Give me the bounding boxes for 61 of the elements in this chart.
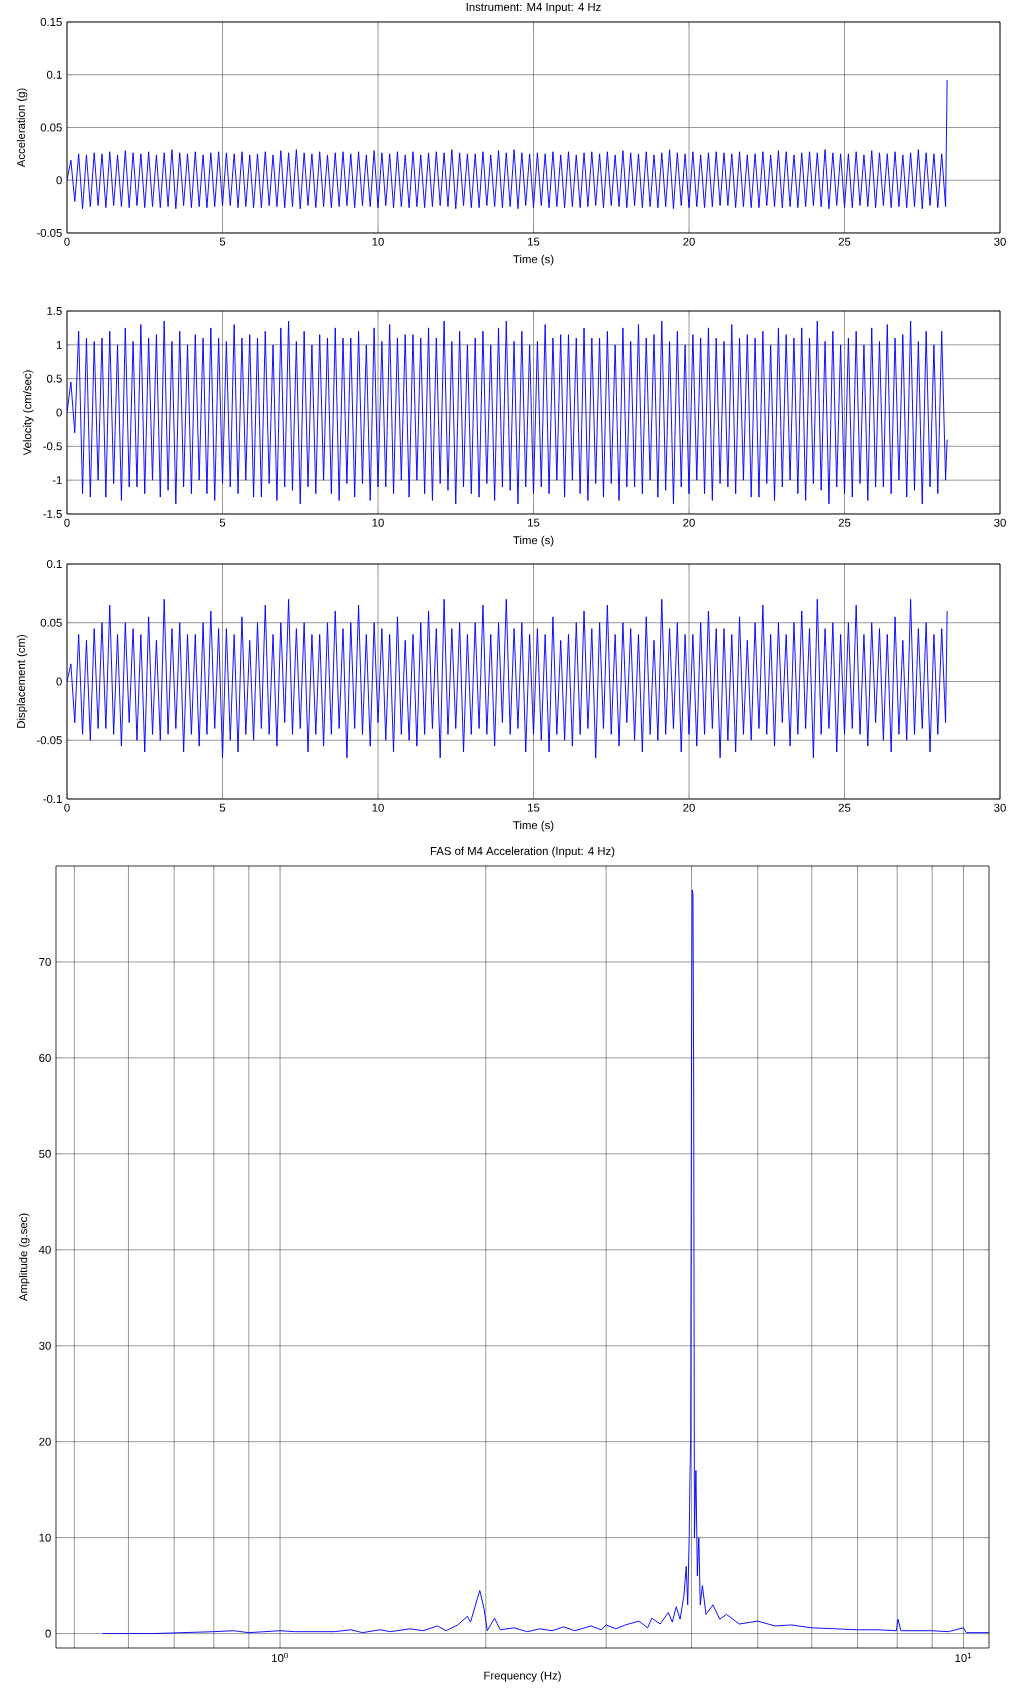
y-axis-title: Velocity (cm/sec) [23,370,34,456]
x-tick-label: 10$^{0}$ [272,1652,288,1663]
y-tick-label: 1 [56,340,62,349]
y-tick-label: 0 [56,176,62,185]
line-series [67,320,948,505]
x-tick-label: 30 [994,803,1006,812]
x-tick-label: 0 [64,803,70,812]
x-tick-label: 10 [372,518,384,527]
line-series [67,79,948,210]
y-tick-label: 1.5 [47,307,62,315]
y-tick-label: 0.15 [40,17,62,26]
x-tick-label: 20 [683,803,695,812]
y-tick-label: 0 [45,1629,51,1638]
y-tick-label: 0.05 [40,618,62,627]
y-tick-label: -0.05 [36,228,62,237]
y-tick-label: -0.1 [43,794,62,803]
x-tick-label: 15 [528,518,540,527]
x-tick-label: 5 [219,237,226,246]
x-tick-label: 5 [219,518,226,527]
y-tick-label: -0.05 [36,736,62,745]
x-tick-label: 0 [64,518,70,527]
y-tick-label: 20 [39,1437,51,1446]
x-tick-label: 20 [683,237,695,246]
y-tick-label: 0.05 [40,123,62,132]
x-axis-title: Time (s) [513,535,554,547]
x-tick-label: 30 [994,237,1006,246]
x-tick-label: 10 [372,237,384,246]
y-axis-title: Acceleration (g) [16,88,28,168]
y-tick-label: 50 [39,1149,51,1158]
y-tick-label: 60 [39,1053,51,1062]
x-tick-label: 5 [219,803,226,812]
y-axis-title: Amplitude (g.sec) [18,1213,30,1302]
y-tick-label: 10 [39,1533,51,1542]
x-tick-label: 0 [64,237,70,246]
x-axis-title: Frequency (Hz) [484,1671,561,1682]
x-tick-label: 15 [528,803,540,812]
x-tick-label: 20 [683,518,695,527]
chart-title: FAS of M4 Acceleration (Input: 4 Hz) [430,846,615,858]
y-tick-label: 40 [38,1245,51,1254]
y-tick-label: 0 [56,677,62,686]
y-tick-label: 30 [39,1341,51,1350]
x-axis-title: Time (s) [513,254,554,266]
x-tick-label: 25 [838,237,851,246]
x-tick-label: 30 [994,518,1006,527]
y-tick-label: -1.5 [43,510,62,518]
x-axis-title: Time (s) [513,820,554,832]
x-tick-label: 10$^{1}$ [955,1652,972,1663]
y-tick-label: 70 [39,957,51,966]
x-tick-label: 25 [838,518,851,527]
y-tick-label: 0.1 [46,559,62,568]
x-tick-label: 15 [528,237,540,246]
y-tick-label: -1 [52,476,62,485]
chart-title: Instrument: M4 Input: 4 Hz [466,3,601,14]
x-tick-label: 25 [838,803,851,812]
y-tick-label: -0.5 [43,442,62,451]
line-series [67,598,948,759]
y-axis-title: Displacement (cm) [16,634,28,728]
y-tick-label: 0 [56,408,62,417]
y-tick-label: 0.5 [46,374,62,383]
x-tick-label: 10 [372,803,384,812]
y-tick-label: 0.1 [46,70,62,79]
